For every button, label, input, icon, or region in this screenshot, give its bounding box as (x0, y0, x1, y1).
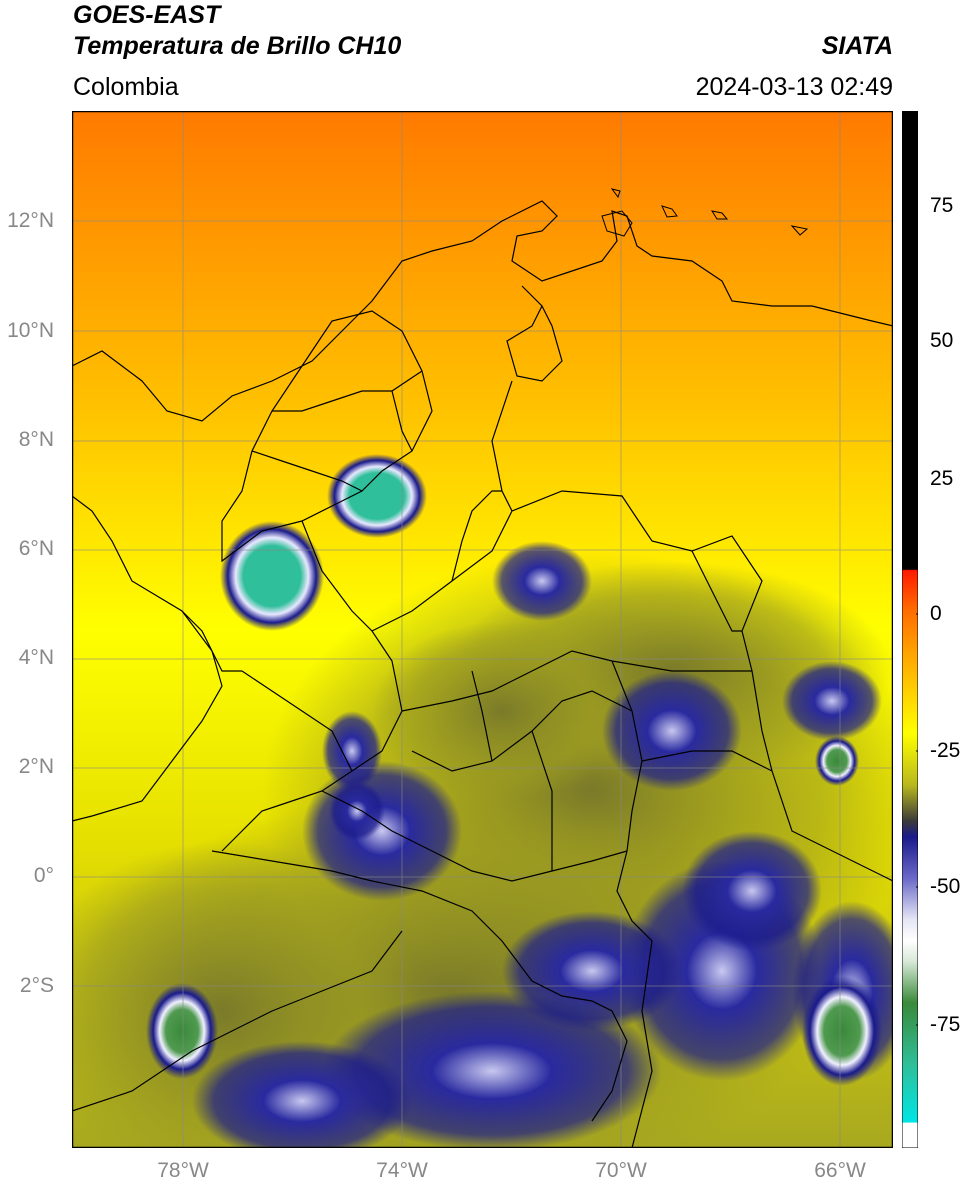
boundaries (72, 200, 893, 1148)
agency-label: SIATA (821, 32, 893, 60)
satellite-title: GOES-EAST (73, 1, 221, 29)
product-title: Temperatura de Brillo CH10 (73, 32, 402, 60)
colorbar (902, 111, 918, 1148)
graticule (72, 111, 893, 1148)
map-frame (72, 111, 893, 1148)
lon-label-66w: 66°W (814, 1159, 866, 1182)
islands (601, 188, 809, 237)
lat-label-4n: 4°N (18, 646, 54, 669)
colorbar-tick-minus25: -25 (930, 739, 961, 762)
lon-label-74w: 74°W (376, 1159, 428, 1182)
colorbar-tick-minus75: -75 (930, 1013, 961, 1036)
lat-label-2s: 2°S (19, 974, 54, 997)
timestamp-label: 2024-03-13 02:49 (695, 73, 893, 101)
lat-label-0: 0° (33, 864, 54, 887)
lat-label-8n: 8°N (18, 428, 54, 451)
lat-label-6n: 6°N (18, 537, 54, 560)
brightness-temperature-map (72, 111, 893, 1148)
colorbar-tick-50: 50 (930, 329, 954, 352)
colorbar-tick-75: 75 (930, 194, 954, 217)
colorbar-tick-0: 0 (930, 602, 942, 625)
lon-label-70w: 70°W (595, 1159, 647, 1182)
colorbar-tick-minus50: -50 (930, 875, 961, 898)
lat-label-2n: 2°N (18, 755, 54, 778)
colorbar-tick-25: 25 (930, 467, 954, 490)
lat-label-12n: 12°N (7, 209, 54, 232)
lat-label-10n: 10°N (7, 319, 54, 342)
lon-label-78w: 78°W (157, 1159, 209, 1182)
region-label: Colombia (73, 73, 179, 101)
